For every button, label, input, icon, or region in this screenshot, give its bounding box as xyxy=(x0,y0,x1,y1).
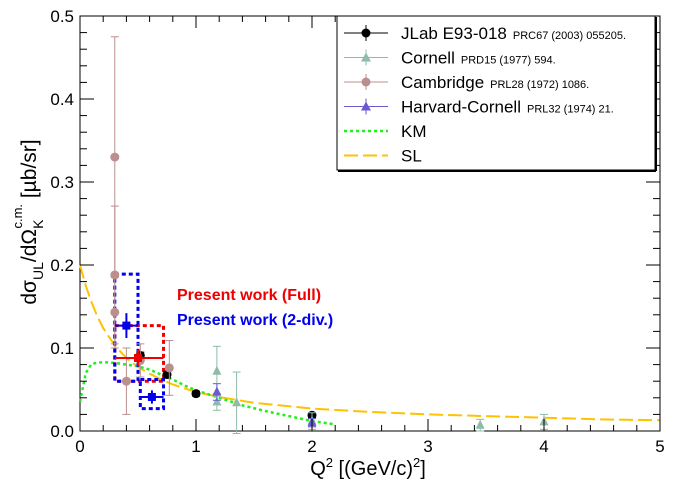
curve-km xyxy=(78,360,336,426)
present-2div-point xyxy=(147,392,156,401)
point-cornell xyxy=(212,396,222,406)
present-full-point xyxy=(134,353,142,362)
present-2div-sys-box xyxy=(138,378,166,411)
point-cornell xyxy=(475,419,485,429)
y-tick-label: 0.3 xyxy=(50,173,74,192)
x-tick-label: 2 xyxy=(307,437,316,456)
legend-label: Cornell PRD15 (1977) 594. xyxy=(401,49,556,68)
point-cambridge xyxy=(121,376,131,386)
point-jlab-e93-018 xyxy=(191,389,201,399)
legend-label: KM xyxy=(401,122,427,141)
systematic-boxes xyxy=(113,272,166,411)
model-curves xyxy=(78,264,661,426)
x-tick-label: 3 xyxy=(423,437,432,456)
legend-label: Harvard-Cornell PRL32 (1974) 21. xyxy=(401,98,614,117)
curve-sl xyxy=(79,264,661,422)
y-tick-label: 0.0 xyxy=(50,422,74,441)
point-cornell xyxy=(232,397,242,407)
legend-label: SL xyxy=(401,147,422,166)
present-full-sys-box xyxy=(113,324,166,383)
legend-marker xyxy=(361,101,371,111)
present-2div-point xyxy=(122,321,131,330)
point-cambridge xyxy=(110,307,120,317)
data-points xyxy=(110,36,549,434)
legend: JLab E93-018 PRC67 (2003) 055205. Cornell P… xyxy=(336,15,657,172)
x-tick-label: 1 xyxy=(191,437,200,456)
legend-marker xyxy=(361,77,371,87)
point-harvard-cornell xyxy=(212,386,222,396)
point-cambridge xyxy=(110,270,120,280)
y-axis-label: dσUL/dΩKc.m. [µb/sr] xyxy=(10,139,46,304)
point-cornell xyxy=(212,365,222,375)
annotation-present-2div: Present work (2-div.) xyxy=(177,312,333,329)
y-tick-label: 0.1 xyxy=(50,339,74,358)
legend-box xyxy=(336,15,656,171)
x-tick-label: 4 xyxy=(539,437,548,456)
legend-marker xyxy=(361,52,371,62)
legend-marker xyxy=(361,28,371,38)
legend-label: Cambridge PRL28 (1972) 1086. xyxy=(401,73,589,92)
x-tick-label: 5 xyxy=(655,437,664,456)
y-tick-label: 0.4 xyxy=(50,90,74,109)
point-cambridge xyxy=(110,152,120,162)
x-tick-label: 0 xyxy=(75,437,84,456)
y-tick-label: 0.5 xyxy=(50,7,74,26)
legend-label: JLab E93-018 PRC67 (2003) 055205. xyxy=(401,24,626,43)
x-axis-label: Q2 [(GeV/c)2] xyxy=(310,455,426,480)
y-tick-label: 0.2 xyxy=(50,256,74,275)
annotation-present-full: Present work (Full) xyxy=(177,287,321,304)
point-cambridge xyxy=(164,363,174,373)
